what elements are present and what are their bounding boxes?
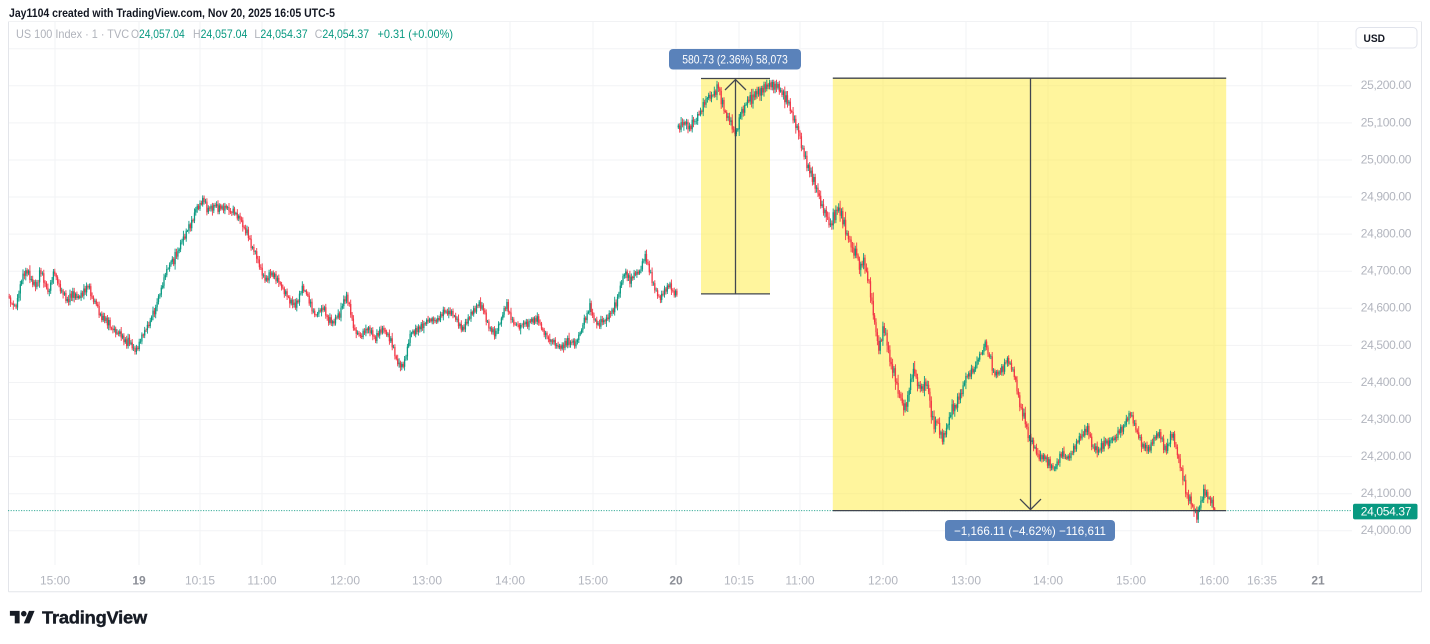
svg-text:12:00: 12:00 bbox=[330, 573, 360, 587]
svg-text:24,900.00: 24,900.00 bbox=[1361, 189, 1412, 203]
svg-text:15:00: 15:00 bbox=[578, 573, 608, 587]
svg-text:24,500.00: 24,500.00 bbox=[1361, 338, 1412, 352]
svg-text:C24,054.37: C24,054.37 bbox=[315, 27, 370, 41]
svg-text:24,300.00: 24,300.00 bbox=[1361, 412, 1412, 426]
svg-text:25,000.00: 25,000.00 bbox=[1361, 152, 1412, 166]
svg-text:15:00: 15:00 bbox=[40, 573, 70, 587]
svg-text:14:00: 14:00 bbox=[1033, 573, 1063, 587]
svg-text:21: 21 bbox=[1311, 573, 1325, 587]
svg-text:11:00: 11:00 bbox=[247, 573, 276, 587]
svg-text:13:00: 13:00 bbox=[951, 573, 981, 587]
svg-text:25,200.00: 25,200.00 bbox=[1361, 78, 1412, 92]
svg-text:USD: USD bbox=[1364, 33, 1386, 45]
svg-text:Jay1104 created with TradingVi: Jay1104 created with TradingView.com, No… bbox=[9, 6, 335, 20]
svg-text:25,100.00: 25,100.00 bbox=[1361, 115, 1412, 129]
svg-text:19: 19 bbox=[132, 573, 146, 587]
svg-text:15:00: 15:00 bbox=[1116, 573, 1146, 587]
svg-text:O24,057.04: O24,057.04 bbox=[131, 27, 185, 41]
svg-text:10:15: 10:15 bbox=[185, 573, 215, 587]
svg-text:580.73 (2.36%) 58,073: 580.73 (2.36%) 58,073 bbox=[682, 53, 788, 67]
svg-text:−1,166.11 (−4.62%) −116,611: −1,166.11 (−4.62%) −116,611 bbox=[954, 524, 1106, 538]
svg-text:24,200.00: 24,200.00 bbox=[1361, 449, 1412, 463]
svg-text:12:00: 12:00 bbox=[868, 573, 898, 587]
svg-text:24,054.37: 24,054.37 bbox=[1361, 505, 1412, 519]
svg-text:24,000.00: 24,000.00 bbox=[1361, 523, 1412, 537]
svg-text:10:15: 10:15 bbox=[724, 573, 754, 587]
svg-text:TradingView: TradingView bbox=[42, 607, 148, 627]
svg-text:24,100.00: 24,100.00 bbox=[1361, 486, 1412, 500]
svg-text:16:00: 16:00 bbox=[1199, 573, 1229, 587]
svg-text:24,400.00: 24,400.00 bbox=[1361, 375, 1412, 389]
svg-text:24,700.00: 24,700.00 bbox=[1361, 264, 1412, 278]
svg-text:24,600.00: 24,600.00 bbox=[1361, 301, 1412, 315]
svg-text:US 100 Index · 1 · TVC: US 100 Index · 1 · TVC bbox=[16, 27, 129, 41]
svg-text:16:35: 16:35 bbox=[1247, 573, 1277, 587]
svg-text:20: 20 bbox=[669, 573, 683, 587]
svg-text:H24,057.04: H24,057.04 bbox=[193, 27, 248, 41]
svg-text:+0.31 (+0.00%): +0.31 (+0.00%) bbox=[378, 27, 454, 41]
svg-text:13:00: 13:00 bbox=[412, 573, 442, 587]
svg-text:24,800.00: 24,800.00 bbox=[1361, 227, 1412, 241]
svg-text:11:00: 11:00 bbox=[785, 573, 814, 587]
svg-text:L24,054.37: L24,054.37 bbox=[254, 27, 308, 41]
svg-text:14:00: 14:00 bbox=[495, 573, 525, 587]
